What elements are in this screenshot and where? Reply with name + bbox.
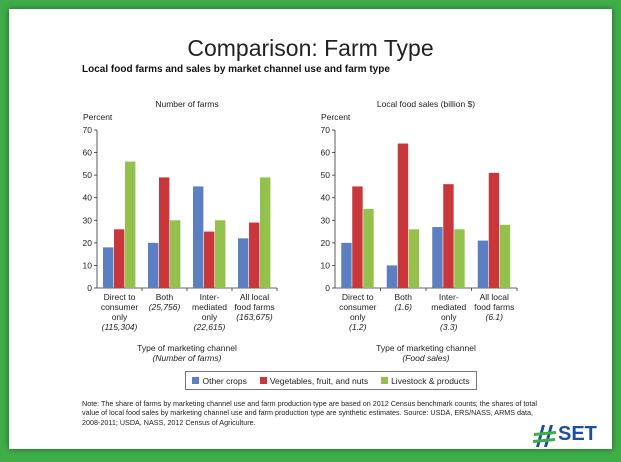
chart2-bar xyxy=(488,172,500,288)
chart2-bar xyxy=(454,229,465,288)
chart2-bar xyxy=(432,227,443,288)
chart1-bar xyxy=(170,220,181,288)
chart2-category-label: mediated xyxy=(431,302,466,312)
chart2-category-label: Direct to xyxy=(342,292,374,302)
chart1-bar xyxy=(125,161,136,288)
chart1-bar xyxy=(193,186,204,288)
chart2-ytick-label: 40 xyxy=(321,193,331,203)
chart1-bar xyxy=(238,238,249,288)
legend-label-other-crops: Other crops xyxy=(202,375,247,386)
chart1-category-count: (163,675) xyxy=(236,312,273,322)
legend-label-livestock: Livestock & products xyxy=(391,375,470,386)
chart1-category-label: consumer xyxy=(101,302,138,312)
chart1-ytick-label: 20 xyxy=(83,238,93,248)
chart1-title: Number of farms xyxy=(155,99,218,109)
chart1-category-count: (22,615) xyxy=(194,322,226,332)
chart2-xlabel-sub: (Food sales) xyxy=(402,353,449,363)
chart1-ytick-label: 40 xyxy=(83,193,93,203)
chart1-ytick-label: 30 xyxy=(83,215,93,225)
chart1-ytick-label: 50 xyxy=(83,170,93,180)
slide: Comparison: Farm Type Local food farms a… xyxy=(9,9,612,449)
legend-label-vegetables: Vegetables, fruit, and nuts xyxy=(269,375,369,386)
chart2-ytick-label: 20 xyxy=(321,238,331,248)
chart1-category-count: (25,756) xyxy=(149,302,181,312)
chart1-xlabel-sub: (Number of farms) xyxy=(153,353,222,363)
chart2-category-label: only xyxy=(441,312,457,322)
chart2-category-label: All local xyxy=(480,292,509,302)
chart2-bar xyxy=(397,143,409,288)
chart-legend: Other crops Vegetables, fruit, and nuts … xyxy=(185,371,477,390)
chart2-category-count: (1.6) xyxy=(395,302,413,312)
chart2-ytick-label: 50 xyxy=(321,170,331,180)
chart2-ytick-label: 70 xyxy=(321,125,331,135)
chart2-xlabel: Type of marketing channel xyxy=(376,343,476,353)
chart1-ylabel: Percent xyxy=(83,112,113,122)
chart2-bar xyxy=(408,229,420,288)
legend-item-vegetables: Vegetables, fruit, and nuts xyxy=(259,375,369,386)
chart1-bar xyxy=(159,177,170,288)
chart2-category-count: (3.3) xyxy=(440,322,458,332)
chart1-ytick-label: 60 xyxy=(83,148,93,158)
chart2-bar xyxy=(341,242,352,288)
chart2-category-count: (1.2) xyxy=(349,322,367,332)
legend-item-livestock: Livestock & products xyxy=(381,375,470,386)
charts-svg: Number of farms Percent 0 10 20 30 40 50 60 70 Dir… xyxy=(83,99,518,363)
chart1-ytick-label: 70 xyxy=(83,125,93,135)
chart2-bar xyxy=(386,265,398,288)
chart2-bar xyxy=(443,184,454,288)
chart1-category-count: (115,304) xyxy=(102,322,138,332)
chart1-ytick-label: 0 xyxy=(87,283,92,293)
chart2-category-count: (6.1) xyxy=(486,312,504,322)
chart2-bar xyxy=(352,186,363,288)
slide-subtitle: Local food farms and sales by market cha… xyxy=(82,64,390,75)
chart2-ytick-label: 60 xyxy=(321,148,331,158)
set-logo: SET xyxy=(532,421,602,451)
chart1-bar xyxy=(260,177,271,288)
chart1-bar xyxy=(204,231,215,288)
chart2-category-label: Inter- xyxy=(439,292,459,302)
set-logo-icon xyxy=(533,425,556,447)
chart2-ytick-label: 10 xyxy=(321,260,331,270)
chart1-category-label: Both xyxy=(156,292,174,302)
chart1-category-label: food farms xyxy=(234,302,274,312)
slide-title: Comparison: Farm Type xyxy=(187,35,434,61)
chart1-category-label: All local xyxy=(240,292,269,302)
chart2-category-label: Both xyxy=(395,292,413,302)
chart2-ytick-label: 30 xyxy=(321,215,331,225)
chart1-category-label: only xyxy=(112,312,128,322)
chart1-category-label: Inter- xyxy=(200,292,220,302)
chart2-bar xyxy=(499,224,511,288)
chart2-category-label: food farms xyxy=(474,302,514,312)
chart1-category-label: Direct to xyxy=(104,292,136,302)
chart2-bar xyxy=(477,240,489,288)
chart1-bar xyxy=(103,247,114,288)
chart1-xlabel: Type of marketing channel xyxy=(137,343,237,353)
legend-item-other-crops: Other crops xyxy=(192,375,247,386)
source-note: Note: The share of farms by marketing ch… xyxy=(82,399,537,427)
chart1-bar xyxy=(249,222,260,288)
chart1-bar xyxy=(215,220,226,288)
legend-swatch-livestock xyxy=(381,377,389,384)
chart2-bar xyxy=(363,209,374,288)
legend-swatch-vegetables xyxy=(259,377,267,384)
set-logo-text: SET xyxy=(558,423,597,445)
chart1-ytick-label: 10 xyxy=(83,260,93,270)
chart2-ytick-label: 0 xyxy=(325,283,330,293)
chart2-ylabel: Percent xyxy=(321,112,351,122)
chart2-title: Local food sales (billion $) xyxy=(377,99,475,109)
chart1-category-label: mediated xyxy=(192,302,227,312)
chart2-category-label: only xyxy=(350,312,366,322)
chart1-category-label: only xyxy=(202,312,218,322)
chart1-bar xyxy=(148,242,159,288)
chart2-category-label: consumer xyxy=(339,302,376,312)
chart1-bar xyxy=(114,229,125,288)
legend-swatch-other-crops xyxy=(192,377,200,384)
